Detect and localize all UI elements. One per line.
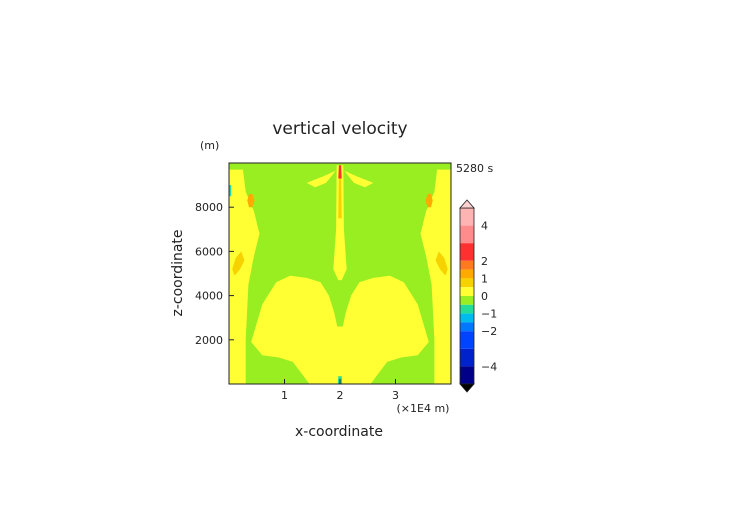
colorbar-band xyxy=(460,278,474,288)
y-tick-label: 8000 xyxy=(195,201,223,214)
contour-region-3 xyxy=(333,165,347,281)
colorbar-band xyxy=(460,208,474,226)
chart-title: vertical velocity xyxy=(272,119,407,139)
colorbar-tick-label: −2 xyxy=(481,325,497,338)
contour-region-8 xyxy=(247,193,255,208)
colorbar-band xyxy=(460,296,474,305)
y-unit-label: (m) xyxy=(200,139,219,152)
contour-region-7 xyxy=(338,165,342,179)
colorbar-band xyxy=(460,348,474,367)
contour-region-0 xyxy=(229,169,260,384)
colorbar-under-arrow xyxy=(459,383,475,393)
contour-region-2 xyxy=(251,275,429,384)
colorbar-band xyxy=(460,225,474,244)
contour-region-9 xyxy=(425,193,433,208)
colorbar-tick-label: 2 xyxy=(481,255,488,268)
colorbar-band xyxy=(460,260,474,270)
contour-region-12 xyxy=(229,185,232,197)
colorbar-band xyxy=(460,366,474,384)
contour-region-1 xyxy=(420,169,451,384)
colorbar-tick-label: 4 xyxy=(481,220,488,233)
colorbar-band xyxy=(460,322,474,332)
colorbar: 4 2 1 0 −1 −2 −4 xyxy=(459,199,497,393)
y-tick-label: 6000 xyxy=(195,245,223,258)
colorbar-tick-label: 1 xyxy=(481,272,488,285)
x-axis-label: x-coordinate xyxy=(295,424,383,440)
contour-region-6 xyxy=(338,174,342,219)
colorbar-band xyxy=(460,331,474,349)
contour-region-5 xyxy=(344,170,374,188)
time-label: 5280 s xyxy=(456,162,493,175)
colorbar-tick-label: −4 xyxy=(481,360,497,373)
colorbar-tick-label: 0 xyxy=(481,290,488,303)
contour-regions xyxy=(229,165,451,384)
y-tick-label: 4000 xyxy=(195,290,223,303)
colorbar-band xyxy=(460,304,474,314)
contour-region-10 xyxy=(232,251,245,276)
x-tick-label: 1 xyxy=(281,389,288,402)
contour-region-11 xyxy=(435,251,448,276)
contour-region-4 xyxy=(306,170,336,188)
colorbar-tick-label: −1 xyxy=(481,308,497,321)
y-tick-label: 2000 xyxy=(195,334,223,347)
x-axis-ticks: 1 2 3 xyxy=(281,379,399,402)
x-tick-label: 3 xyxy=(392,389,399,402)
colorbar-band xyxy=(460,287,474,296)
colorbar-band xyxy=(460,243,474,261)
x-tick-label: 2 xyxy=(337,389,344,402)
colorbar-band xyxy=(460,269,474,279)
colorbar-band xyxy=(460,313,474,323)
x-unit-label: (×1E4 m) xyxy=(397,402,450,415)
y-axis-label: z-coordinate xyxy=(170,229,186,316)
plot-area: 1 2 3 2000 4000 6000 8000 xyxy=(195,162,452,402)
colorbar-over-arrow xyxy=(459,199,475,209)
y-axis-ticks: 2000 4000 6000 8000 xyxy=(195,201,234,347)
